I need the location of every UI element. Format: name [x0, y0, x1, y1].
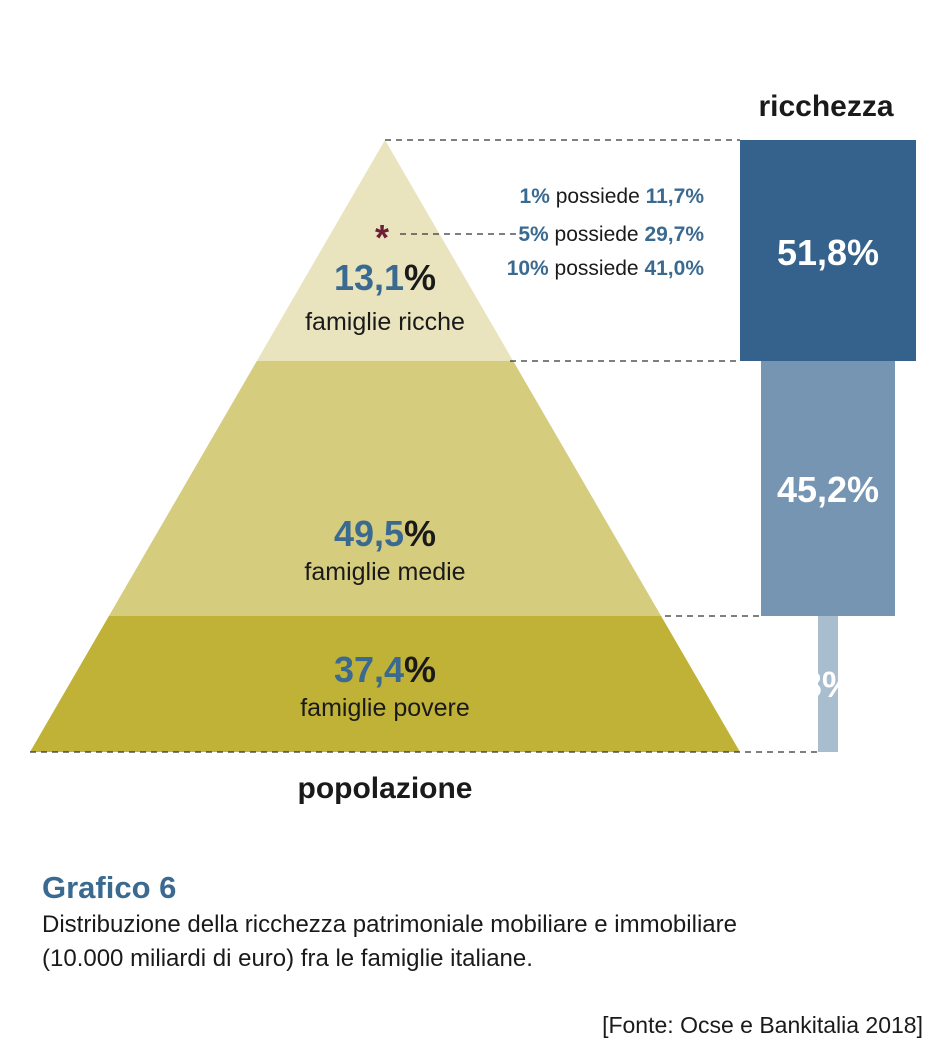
population-share-label: 37,4%	[334, 649, 436, 690]
bar-axis-title: ricchezza	[758, 90, 893, 123]
wealth-bar-3	[818, 616, 838, 752]
population-share-label: 13,1%	[334, 257, 436, 298]
group-name-label: famiglie medie	[304, 558, 465, 586]
pyramid-band-1	[256, 140, 514, 361]
caption-line-2: (10.000 miliardi di euro) fra le famigli…	[42, 945, 533, 972]
asterisk-marker: *	[375, 217, 389, 258]
top-share-row-2: 5% possiede 29,7%	[518, 223, 704, 246]
wealth-share-label: 45,2%	[777, 469, 879, 510]
top-share-row-1: 1% possiede 11,7%	[520, 185, 705, 208]
wealth-bar-1	[740, 140, 916, 361]
pyramid	[30, 140, 740, 752]
caption-text: Distribuzione della ricchezza patrimonia…	[42, 908, 922, 976]
group-name-label: famiglie povere	[300, 694, 470, 722]
wealth-bars	[740, 140, 916, 752]
pyramid-axis-title: popolazione	[298, 772, 473, 805]
population-share-label: 49,5%	[334, 513, 436, 554]
top-share-row-3: 10% possiede 41,0%	[507, 257, 705, 280]
wealth-bar-2	[761, 361, 895, 616]
wealth-share-label: 51,8%	[777, 232, 879, 273]
labels: 13,1% famiglie ricche 51,8% 49,5% famiglie m…	[300, 185, 879, 722]
caption: Grafico 6 Distribuzione della ricchezza …	[42, 868, 922, 976]
group-name-label: famiglie ricche	[305, 308, 465, 336]
source-note: [Fonte: Ocse e Bankitalia 2018]	[602, 1012, 923, 1038]
pyramid-chart: 13,1% famiglie ricche 51,8% 49,5% famiglie m…	[30, 90, 916, 805]
caption-line-1: Distribuzione della ricchezza patrimonia…	[42, 911, 737, 938]
caption-title: Grafico 6	[42, 870, 177, 905]
guide-lines	[30, 139, 818, 753]
pyramid-band-3	[30, 616, 740, 752]
pyramid-band-2	[108, 361, 662, 616]
wealth-share-label: 3%	[802, 664, 854, 705]
